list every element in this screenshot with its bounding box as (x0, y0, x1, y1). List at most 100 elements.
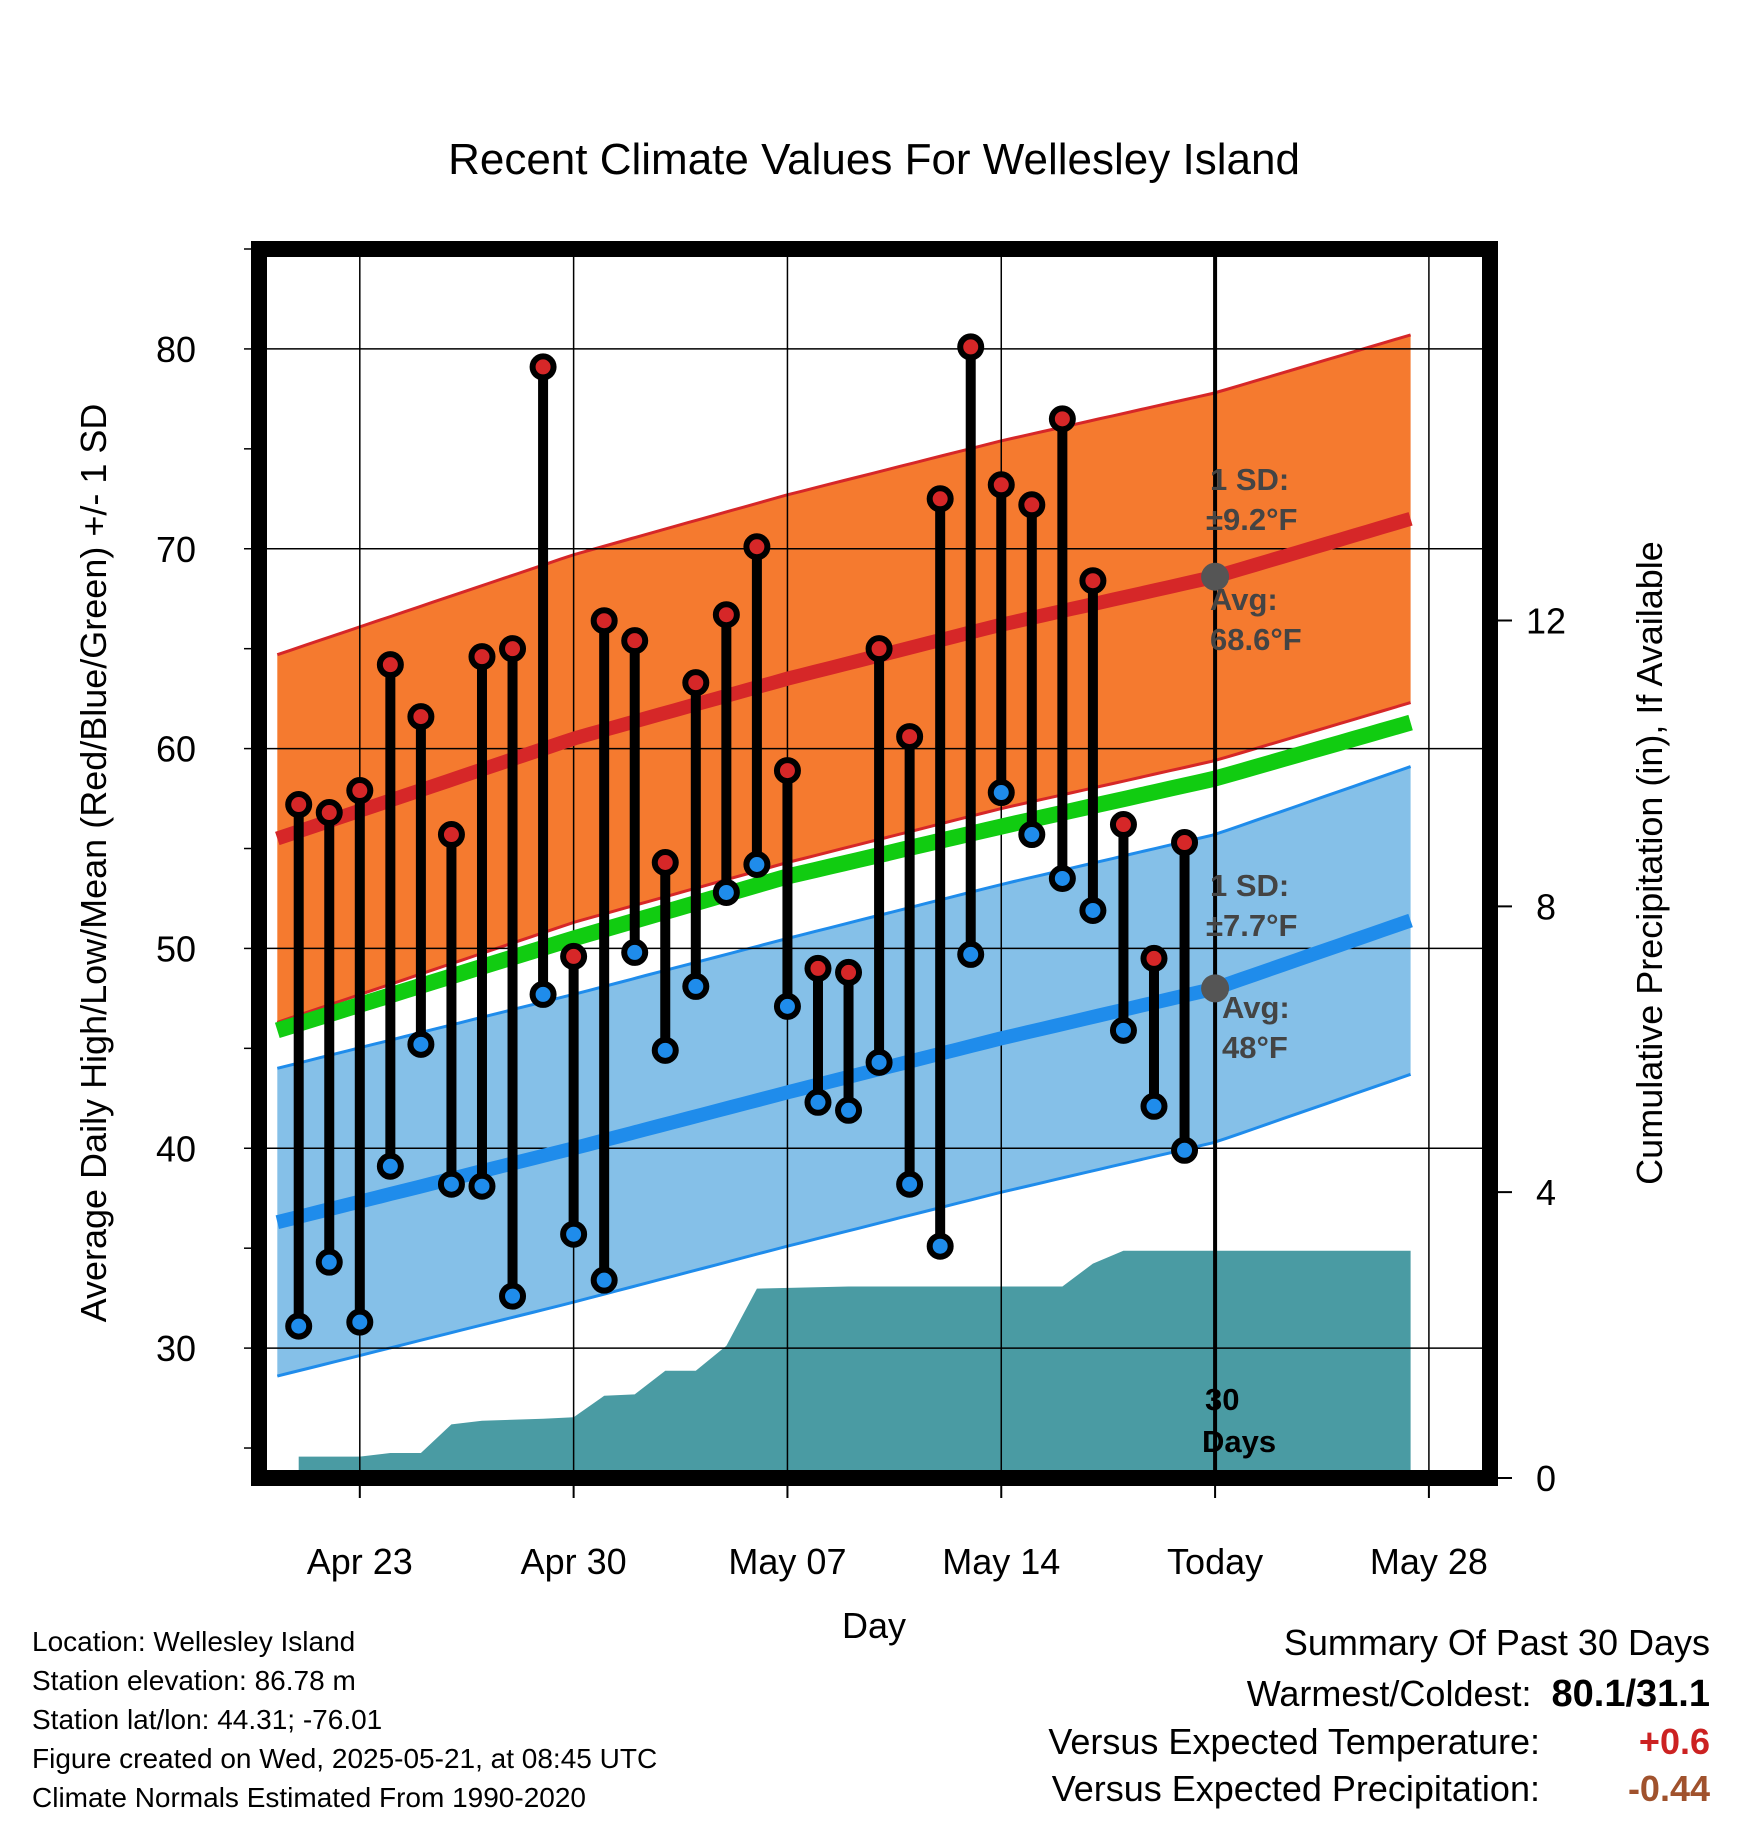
x-tick-label: Apr 23 (307, 1541, 413, 1582)
daily-low-point (804, 1088, 832, 1116)
x-tick-label: May 07 (728, 1541, 846, 1582)
daily-range (835, 958, 863, 1124)
daily-high-point (407, 703, 435, 731)
daily-range (896, 723, 924, 1198)
y2-tick-label: 4 (1536, 1172, 1556, 1213)
daily-range (957, 333, 985, 968)
daily-low-point (712, 878, 740, 906)
high-sd-band (277, 334, 1411, 1023)
daily-high-point (346, 777, 374, 805)
daily-high-point (1079, 567, 1107, 595)
y-tick-label: 40 (156, 1128, 196, 1169)
warm-cold-label: Warmest/Coldest: (1246, 1673, 1532, 1714)
daily-low-point (407, 1030, 435, 1058)
daily-range (926, 485, 954, 1260)
chart-title: Recent Climate Values For Wellesley Isla… (448, 135, 1300, 184)
daily-low-point (957, 940, 985, 968)
precip-row: Versus Expected Precipitation: -0.44 (1048, 1771, 1710, 1807)
daily-high-point (1109, 811, 1137, 839)
daily-high-point (1048, 405, 1076, 433)
daily-range (407, 703, 435, 1058)
high-sd-value: ±9.2°F (1206, 502, 1297, 537)
daily-low-point (1109, 1016, 1137, 1044)
daily-range (376, 651, 404, 1180)
daily-low-point (987, 779, 1015, 807)
y-tick-label: 70 (156, 529, 196, 570)
x-tick-label: Apr 30 (521, 1541, 627, 1582)
y2-axis-label: Cumulative Precipitation (in), If Availa… (1629, 541, 1670, 1185)
daily-range (560, 942, 588, 1248)
daily-low-point (1079, 896, 1107, 924)
daily-range (621, 627, 649, 966)
daily-range (1171, 829, 1199, 1164)
daily-high-point (468, 643, 496, 671)
daily-low-point (560, 1220, 588, 1248)
daily-high-point (437, 821, 465, 849)
daily-high-point (835, 958, 863, 986)
days-count-label: 30 (1205, 1382, 1239, 1417)
precip-value: -0.44 (1627, 1768, 1710, 1809)
high-avg-label: Avg: (1210, 582, 1278, 617)
daily-range (804, 954, 832, 1116)
daily-low-point (835, 1096, 863, 1124)
daily-high-point (1140, 944, 1168, 972)
warm-cold-row: Warmest/Coldest: 80.1/31.1 (1048, 1675, 1710, 1713)
daily-range (773, 757, 801, 1020)
daily-range (712, 601, 740, 906)
high-band-lower-edge (276, 701, 1412, 1024)
y2-tick-label: 8 (1536, 886, 1556, 927)
daily-high-point (804, 954, 832, 982)
daily-low-point (651, 1036, 679, 1064)
daily-high-point (1018, 491, 1046, 519)
daily-range (468, 643, 496, 1200)
temp-value: +0.6 (1638, 1721, 1710, 1762)
daily-range (590, 607, 618, 1294)
daily-range (987, 471, 1015, 807)
daily-low-point (743, 850, 771, 878)
high-sd-label: 1 SD: (1210, 462, 1289, 497)
daily-low-point (376, 1152, 404, 1180)
daily-range (865, 635, 893, 1076)
temp-row: Versus Expected Temperature: +0.6 (1048, 1724, 1710, 1760)
y-axis-label: Average Daily High/Low/Mean (Red/Blue/Gr… (73, 404, 114, 1323)
daily-high-point (896, 723, 924, 751)
daily-range (651, 849, 679, 1064)
plot-area (259, 249, 1490, 1478)
x-tick-label: Today (1167, 1541, 1263, 1582)
daily-low-point (865, 1048, 893, 1076)
daily-range (1109, 811, 1137, 1044)
summary-heading: Summary Of Past 30 Days (1283, 1622, 1710, 1663)
daily-low-point (1171, 1136, 1199, 1164)
summary-panel: Summary Of Past 30 Days Warmest/Coldest:… (1048, 1625, 1710, 1807)
location-text: Location: Wellesley Island (32, 1626, 356, 1657)
low-avg-value: 48°F (1222, 1030, 1288, 1065)
y-tick-label: 50 (156, 928, 196, 969)
daily-high-point (499, 635, 527, 663)
daily-low-point (468, 1172, 496, 1200)
daily-high-point (957, 333, 985, 361)
low-avg-label: Avg: (1222, 990, 1290, 1025)
daily-low-point (621, 938, 649, 966)
created-text: Figure created on Wed, 2025-05-21, at 08… (32, 1743, 658, 1774)
daily-range (315, 799, 343, 1276)
plot-frame (251, 241, 1498, 1486)
low-band-upper-edge (276, 765, 1412, 1070)
daily-high-point (651, 849, 679, 877)
y2-tick-label: 0 (1536, 1458, 1556, 1499)
daily-high-point (773, 757, 801, 785)
normals-text: Climate Normals Estimated From 1990-2020 (32, 1782, 586, 1813)
daily-low-point (1048, 864, 1076, 892)
daily-range (437, 821, 465, 1198)
station-info: Location: Wellesley Island Station eleva… (32, 1628, 657, 1812)
daily-low-point (285, 1312, 313, 1340)
y-tick-label: 60 (156, 729, 196, 770)
daily-low-point (437, 1170, 465, 1198)
daily-high-point (590, 607, 618, 635)
low-sd-value: ±7.7°F (1206, 908, 1297, 943)
daily-range (1018, 491, 1046, 849)
daily-range (1048, 405, 1076, 892)
daily-low-point (1140, 1092, 1168, 1120)
daily-low-point (773, 992, 801, 1020)
daily-low-point (926, 1232, 954, 1260)
low-avg-marker (1201, 974, 1230, 1003)
